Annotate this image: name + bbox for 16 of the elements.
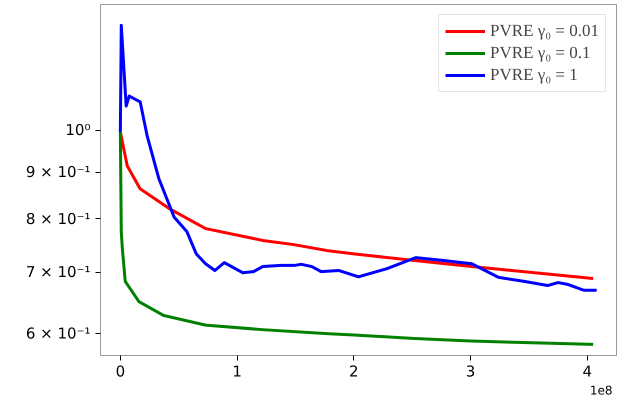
line-series (118, 130, 595, 346)
y-tick-label: 6 × 10⁻¹ (26, 324, 91, 343)
x-tick-label: 0 (116, 362, 126, 380)
x-tick-label: 2 (349, 362, 359, 380)
text: 1e8 (590, 384, 613, 398)
line-series (118, 24, 598, 292)
legend-label: PVRE γ₀ = 0.1 (490, 43, 590, 63)
y-tick-label: 8 × 10⁻¹ (26, 210, 91, 228)
legend-label: PVRE γ₀ = 1 (490, 65, 578, 85)
x-tick-label: 4 (582, 362, 592, 380)
y-tick-label: 9 × 10⁻¹ (26, 163, 91, 182)
y-tick-label: 7 × 10⁻¹ (26, 263, 91, 282)
legend-label: PVRE γ₀ = 0.01 (490, 21, 599, 41)
x-tick-label: 3 (466, 362, 476, 380)
x-tick-label: 1 (232, 362, 242, 380)
y-tick-label: 10⁰ (65, 121, 91, 140)
